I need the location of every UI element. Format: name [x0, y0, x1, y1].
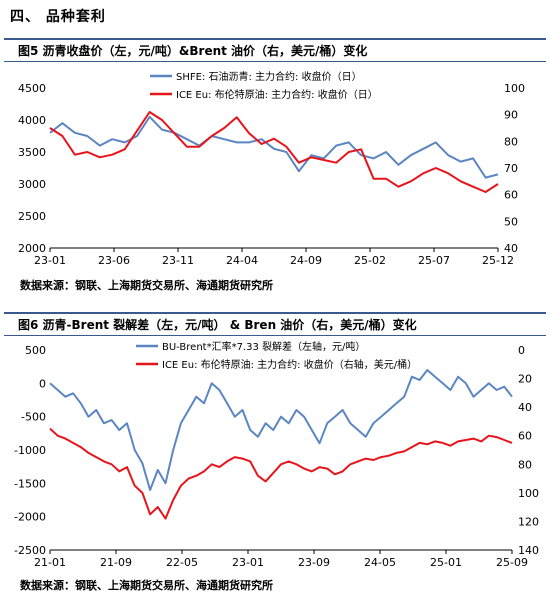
chart6-y-right-tick-2: 40 — [518, 401, 532, 414]
chart6-y-left-tick-5: 0 — [39, 377, 46, 390]
chart5-legend-label-1: SHFE: 石油沥青: 主力合约: 收盘价（日） — [176, 70, 362, 83]
chart5-legend-label-2: ICE Eu: 布伦特原油: 主力合约: 收盘价（日） — [176, 88, 378, 101]
figure-5-caption: 图5 沥青收盘价（左，元/吨）&Brent 油价（右，美元/桶）变化 — [4, 38, 546, 62]
chart6-y-left-tick-2: -1500 — [14, 477, 46, 490]
chart5-y-left-tick-0: 2000 — [18, 242, 46, 255]
chart5-y-left-tick-2: 3000 — [18, 178, 46, 191]
chart5-x-tick-5: 25-02 — [354, 254, 386, 267]
chart6-x-tick-4: 23-09 — [298, 556, 330, 569]
figure-6-caption: 图6 沥青-Brent 裂解差（左，元/吨） & Bren 油价（右，美元/桶）… — [4, 312, 546, 336]
chart5-y-right-tick-3: 70 — [504, 162, 518, 175]
chart6-x-tick-0: 21-01 — [34, 556, 66, 569]
chart5-series-1-line — [49, 115, 499, 179]
chart5-y-left-tick-4: 4000 — [18, 114, 46, 127]
chart5-y-right-tick-6: 100 — [504, 82, 525, 95]
chart5-y-right-tick-4: 80 — [504, 135, 518, 148]
section-title: 四、 品种套利 — [10, 9, 106, 25]
chart5-series-2-line — [49, 111, 499, 193]
chart6-x-tick-3: 23-01 — [232, 556, 264, 569]
chart6-y-left-tick-3: -1000 — [14, 444, 46, 457]
chart6-y-left-tick-1: -2000 — [14, 511, 46, 524]
chart5-x-tick-0: 23-01 — [34, 254, 66, 267]
chart5-y-left-tick-5: 4500 — [18, 82, 46, 95]
chart6-x-tick-2: 22-05 — [166, 556, 198, 569]
chart6-x-tick-1: 21-09 — [100, 556, 132, 569]
chart6-series-1-line — [49, 369, 513, 491]
chart6-legend-label-1: BU-Brent*汇率*7.33 裂解差（左轴，元/吨） — [162, 340, 365, 353]
chart6-legend-label-2: ICE Eu: 布伦特原油: 主力合约: 收盘价（右轴，美元/桶） — [162, 358, 417, 371]
chart5-x-tick-3: 24-04 — [226, 254, 258, 267]
chart5-x-tick-6: 25-07 — [418, 254, 450, 267]
chart6-y-left-tick-0: -2500 — [14, 544, 46, 557]
chart5-y-left-tick-3: 3500 — [18, 146, 46, 159]
figure-5-chart: 2000 2500 3000 3500 4000 4500 40 50 60 70 80 90 100 2… — [18, 70, 525, 267]
chart6-y-right-tick-6: 120 — [518, 515, 539, 528]
chart5-y-right-tick-5: 90 — [504, 109, 518, 122]
chart6-y-right-tick-4: 80 — [518, 458, 532, 471]
chart6-y-right-tick-0: 0 — [518, 344, 525, 357]
chart5-y-right-tick-2: 60 — [504, 189, 518, 202]
chart5-x-tick-7: 25-12 — [482, 254, 514, 267]
figure-6-source: 数据来源：钢联、上海期货交易所、海通期货研究所 — [20, 579, 273, 592]
figure-6-chart: -2500 -2000 -1500 -1000 -500 0 500 0 20 40 60 80 100… — [14, 340, 539, 569]
figure-5-source: 数据来源：钢联、上海期货交易所、海通期货研究所 — [20, 279, 273, 292]
chart6-y-right-tick-3: 60 — [518, 430, 532, 443]
chart5-y-left-tick-1: 2500 — [18, 210, 46, 223]
chart6-y-right-tick-5: 100 — [518, 487, 539, 500]
chart6-y-left-tick-4: -500 — [21, 411, 46, 424]
chart5-y-right-tick-0: 40 — [504, 242, 518, 255]
chart6-x-tick-6: 25-01 — [430, 556, 462, 569]
chart6-y-left-tick-6: 500 — [25, 344, 46, 357]
chart5-x-tick-1: 23-06 — [98, 254, 130, 267]
chart5-y-right-tick-1: 50 — [504, 215, 518, 228]
chart5-x-tick-2: 23-11 — [162, 254, 194, 267]
chart6-y-right-tick-1: 20 — [518, 373, 532, 386]
chart6-y-right-tick-7: 140 — [518, 544, 539, 557]
chart6-x-tick-5: 24-05 — [364, 556, 396, 569]
chart6-x-tick-7: 25-09 — [496, 556, 528, 569]
chart6-series-2-line — [49, 427, 513, 520]
chart5-x-tick-4: 24-09 — [290, 254, 322, 267]
